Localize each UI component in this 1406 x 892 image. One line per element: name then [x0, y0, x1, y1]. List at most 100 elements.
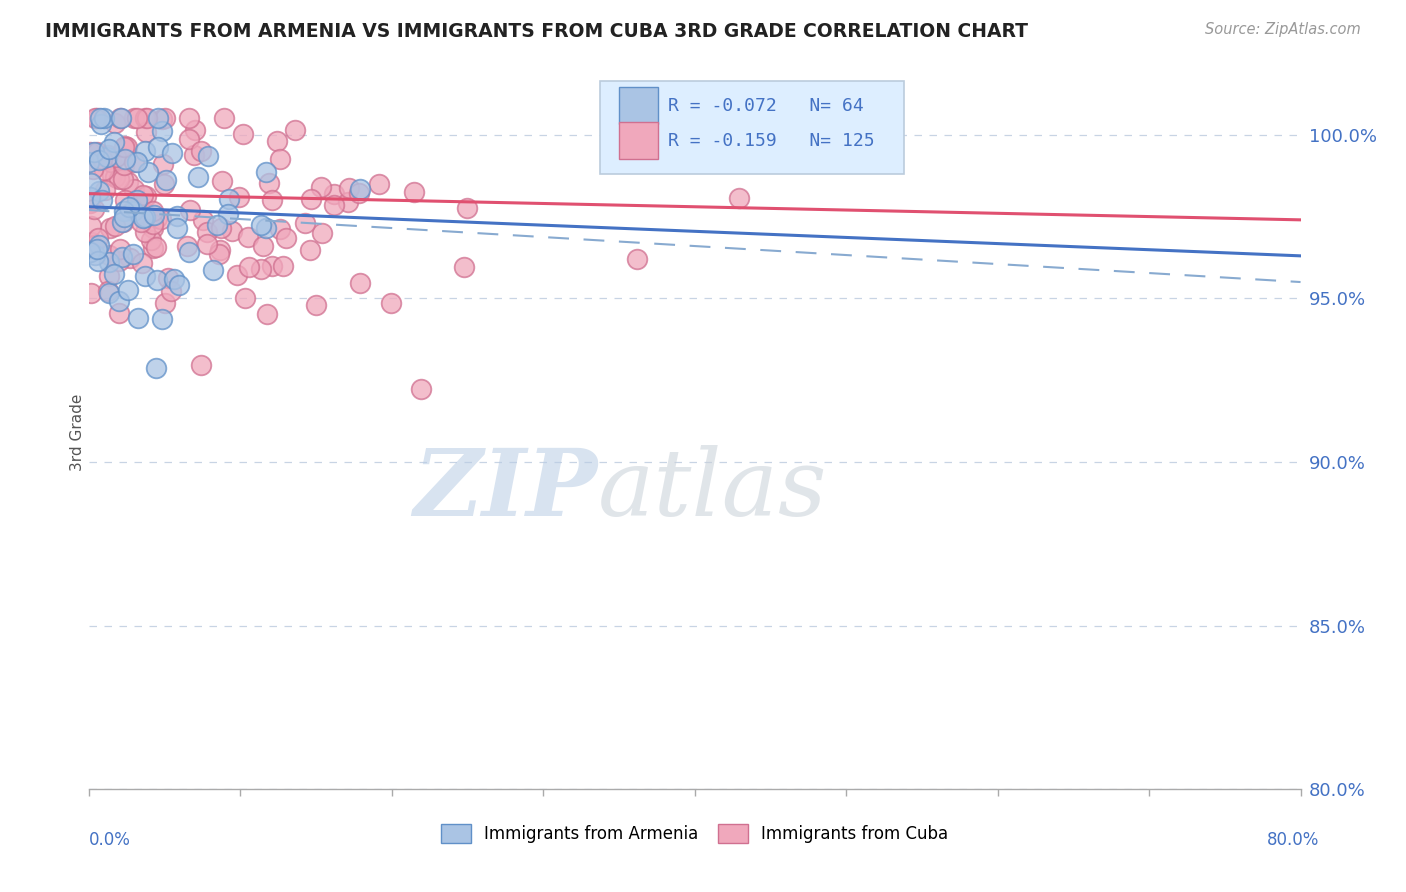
Point [727, 191, 749, 205]
Point [190, 358, 212, 372]
Point [150, 124, 173, 138]
Point [150, 312, 173, 326]
Point [112, 210, 135, 224]
Point [97, 148, 120, 162]
Y-axis label: 3rd Grade: 3rd Grade [70, 394, 84, 471]
Point [259, 176, 281, 190]
Point [145, 360, 167, 375]
Point [110, 112, 132, 126]
Point [142, 241, 165, 255]
Point [187, 170, 209, 185]
Point [145, 240, 167, 254]
Point [122, 182, 145, 196]
Point [79, 235, 101, 249]
Point [337, 181, 360, 195]
Point [108, 242, 131, 256]
Text: Source: ZipAtlas.com: Source: ZipAtlas.com [1205, 22, 1361, 37]
Point [453, 260, 475, 275]
Point [115, 140, 138, 154]
Point [233, 291, 256, 305]
Point [195, 225, 218, 239]
Point [208, 246, 231, 260]
Point [273, 259, 295, 273]
Point [380, 296, 402, 310]
Point [205, 219, 228, 233]
Point [160, 146, 183, 161]
Point [135, 112, 157, 126]
Point [225, 268, 247, 282]
Point [146, 211, 169, 225]
Text: IMMIGRANTS FROM ARMENIA VS IMMIGRANTS FROM CUBA 3RD GRADE CORRELATION CHART: IMMIGRANTS FROM ARMENIA VS IMMIGRANTS FR… [45, 22, 1028, 41]
Point [89, 112, 111, 126]
Point [125, 112, 148, 126]
Point [260, 193, 283, 207]
Point [118, 200, 141, 214]
Point [146, 112, 169, 126]
Point [87, 231, 110, 245]
Point [120, 251, 142, 265]
Point [626, 252, 648, 266]
Point [155, 173, 177, 187]
Point [132, 211, 155, 225]
Point [311, 226, 333, 240]
Point [83, 202, 105, 217]
Point [146, 140, 169, 154]
Point [150, 112, 173, 126]
Point [108, 294, 131, 309]
Point [284, 123, 307, 137]
Point [97, 247, 120, 261]
Point [266, 134, 288, 148]
FancyBboxPatch shape [620, 87, 658, 124]
Point [218, 192, 240, 206]
Point [177, 132, 200, 146]
Point [79, 196, 101, 211]
Point [166, 209, 188, 223]
Point [93, 162, 115, 177]
Point [103, 135, 125, 149]
Point [337, 194, 360, 209]
Point [269, 152, 291, 166]
Point [221, 224, 243, 238]
Point [108, 172, 131, 186]
Point [368, 178, 391, 192]
Point [97, 142, 120, 156]
Point [146, 273, 169, 287]
FancyBboxPatch shape [600, 81, 904, 174]
Point [112, 158, 135, 172]
Point [83, 145, 105, 160]
Point [101, 168, 124, 182]
Point [86, 145, 108, 159]
Point [110, 112, 132, 126]
Point [87, 238, 110, 252]
Point [298, 244, 321, 258]
Point [114, 152, 136, 166]
Point [143, 208, 166, 222]
Point [299, 193, 322, 207]
Point [103, 267, 125, 281]
Point [254, 221, 277, 235]
Point [201, 263, 224, 277]
Point [409, 382, 432, 396]
Point [197, 149, 219, 163]
Point [256, 307, 278, 321]
Point [252, 239, 274, 253]
Point [260, 259, 283, 273]
Point [93, 112, 115, 126]
Point [122, 247, 145, 261]
Point [250, 219, 273, 233]
Point [79, 145, 101, 159]
Point [117, 284, 139, 298]
Point [97, 284, 120, 298]
Point [152, 157, 174, 171]
Point [112, 172, 135, 186]
Point [90, 193, 112, 207]
Point [135, 125, 157, 139]
Point [84, 112, 107, 126]
Point [179, 203, 201, 218]
Point [79, 190, 101, 204]
Text: atlas: atlas [598, 445, 827, 534]
Point [274, 231, 297, 245]
Point [456, 202, 478, 216]
Point [117, 175, 139, 189]
Point [125, 155, 148, 169]
